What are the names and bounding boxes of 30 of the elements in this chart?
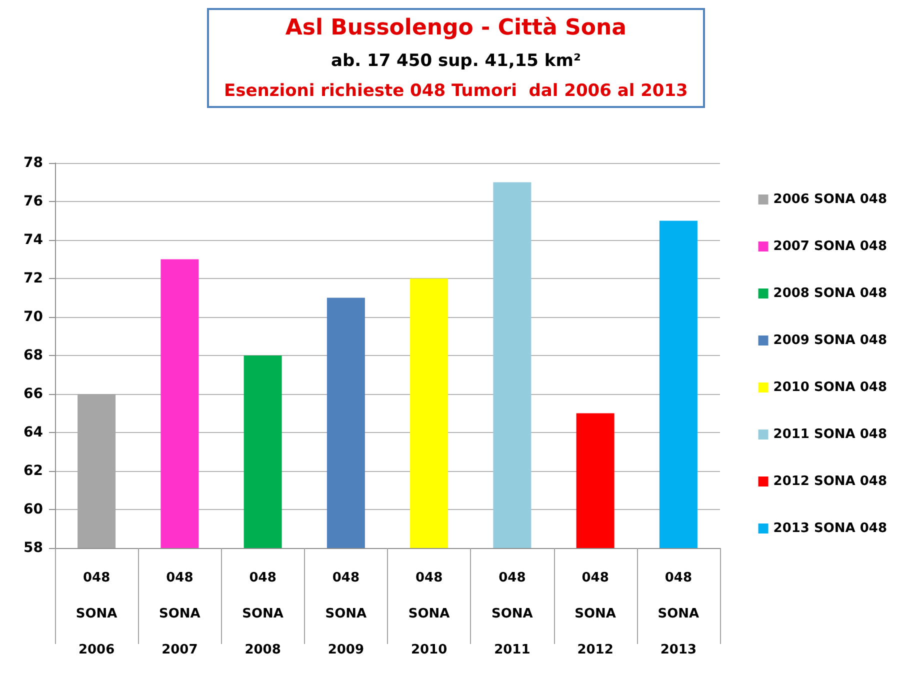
legend-label: 2011 SONA 048 (773, 427, 888, 442)
category-label: 048 SONA 2010 (408, 570, 450, 658)
y-tick-label: 58 (24, 540, 43, 556)
legend-label: 2010 SONA 048 (773, 380, 888, 395)
y-tick-label: 66 (24, 386, 43, 402)
y-tick-label: 60 (24, 502, 44, 518)
y-tick-label: 70 (24, 309, 44, 325)
y-tick-label: 78 (24, 155, 43, 171)
y-tick-label: 62 (24, 463, 43, 479)
category-label: 048 SONA 2013 (658, 570, 700, 658)
chart-subtitle: ab. 17 450 sup. 41,15 km² (330, 51, 581, 71)
chart-title: Asl Bussolengo - Città Sona (285, 16, 627, 40)
legend-label: 2009 SONA 048 (773, 333, 888, 348)
y-tick-label: 64 (24, 424, 44, 440)
y-tick-label: 68 (24, 348, 43, 364)
text: Esenzioni richieste 048 Tumori dal 2006 al 2013 (224, 81, 688, 101)
category-label: 048 SONA 2009 (325, 570, 367, 658)
legend-label: 2008 SONA 048 (773, 286, 888, 301)
legend-label: 2012 SONA 048 (773, 474, 888, 489)
legend-label: 2006 SONA 048 (773, 192, 888, 207)
category-label: 048 SONA 2006 (76, 570, 118, 658)
legend-label: 2007 SONA 048 (773, 239, 888, 254)
y-tick-label: 76 (24, 194, 43, 210)
y-tick-label: 72 (24, 270, 43, 286)
y-tick-label: 74 (24, 232, 44, 248)
category-label: 048 SONA 2012 (574, 570, 616, 658)
legend-label: 2013 SONA 048 (773, 521, 888, 536)
category-label: 048 SONA 2007 (159, 570, 200, 658)
category-label: 048 SONA 2011 (492, 570, 533, 658)
category-label: 048 SONA 2008 (242, 570, 284, 658)
